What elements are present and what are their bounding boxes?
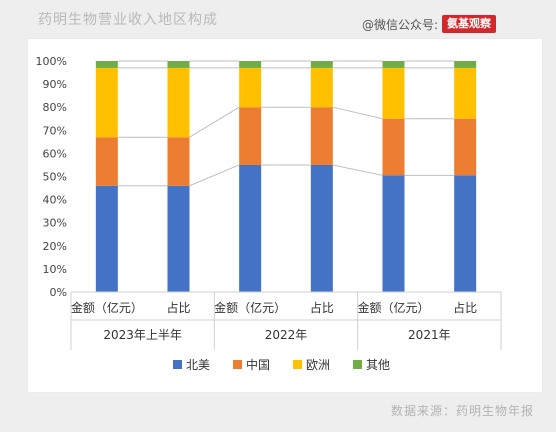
bar-segment-2-4 <box>382 67 405 119</box>
bar-segment-3-4 <box>382 61 405 68</box>
data-source-note: 数据来源：药明生物年报 <box>390 404 534 418</box>
x-group-label: 2023年上半年 <box>103 328 182 342</box>
x-category-label: 金额（亿元） <box>214 300 286 315</box>
bar-segment-3-3 <box>310 61 333 68</box>
bar-segment-1-5 <box>454 118 477 176</box>
legend-swatch <box>353 360 362 369</box>
bar-segment-3-5 <box>454 61 477 68</box>
x-category-label: 金额（亿元） <box>71 300 143 315</box>
stacked-bar-chart: 0% 10% 20% 30% 40% 50% 60% 70% 80% 90% 100% 金额（亿元） 占… <box>36 55 502 372</box>
bar-segment-0-4 <box>382 175 405 292</box>
bar-segment-0-0 <box>95 185 118 292</box>
x-category-label: 占比 <box>453 300 477 315</box>
bar-segment-2-2 <box>239 67 262 108</box>
y-tick-label: 50% <box>43 171 67 184</box>
y-tick-label: 60% <box>43 147 67 160</box>
legend-label: 北美 <box>186 358 210 372</box>
bar-segment-3-2 <box>239 61 262 68</box>
x-group-label: 2022年 <box>265 328 308 342</box>
bar-segment-1-2 <box>239 107 262 165</box>
legend-swatch <box>173 360 182 369</box>
y-tick-label: 30% <box>43 217 67 230</box>
connector-line <box>189 164 240 187</box>
y-tick-label: 100% <box>36 55 67 68</box>
bar-segment-2-1 <box>167 67 190 138</box>
x-group-label: 2021年 <box>408 328 451 342</box>
chart-panel: 0% 10% 20% 30% 40% 50% 60% 70% 80% 90% 100% 金额（亿元） 占… <box>28 39 542 392</box>
y-tick-label: 70% <box>43 124 67 137</box>
x-category-label: 占比 <box>166 300 190 315</box>
legend-swatch <box>233 360 242 369</box>
bar-segment-1-3 <box>310 107 333 165</box>
y-tick-label: 40% <box>43 194 67 207</box>
bar-segment-1-4 <box>382 118 405 176</box>
connector-line <box>189 106 240 138</box>
bar-segment-3-1 <box>167 61 190 68</box>
y-tick-label: 90% <box>43 78 67 91</box>
chart-title: 药明生物营业收入地区构成 <box>38 12 218 28</box>
connector-line <box>332 106 383 120</box>
watermark-brand-logo: 氨基观察 <box>442 15 497 33</box>
bar-segment-0-2 <box>239 164 262 292</box>
connector-line <box>332 164 383 176</box>
bar-segment-2-5 <box>454 67 477 119</box>
y-tick-label: 20% <box>43 240 67 253</box>
bar-segment-0-3 <box>310 164 333 292</box>
legend-label: 欧洲 <box>306 358 330 372</box>
bar-segment-1-1 <box>167 137 190 186</box>
x-category-label: 占比 <box>310 300 334 315</box>
legend-label: 中国 <box>246 357 270 372</box>
bar-segment-2-3 <box>310 67 333 108</box>
x-category-label: 金额（亿元） <box>357 300 429 315</box>
bar-segment-3-0 <box>95 61 118 68</box>
y-tick-label: 10% <box>43 263 67 276</box>
bar-segment-2-0 <box>95 67 118 138</box>
bar-segment-1-0 <box>95 137 118 186</box>
legend-label: 其他 <box>366 358 390 372</box>
y-tick-label: 0% <box>50 286 67 299</box>
watermark: @微信公众号: 氨基观察 <box>362 15 497 33</box>
bar-segment-0-5 <box>454 175 477 292</box>
legend-swatch <box>293 360 302 369</box>
y-tick-label: 80% <box>43 101 67 114</box>
bar-segment-0-1 <box>167 185 190 292</box>
watermark-text: @微信公众号: <box>362 17 439 32</box>
